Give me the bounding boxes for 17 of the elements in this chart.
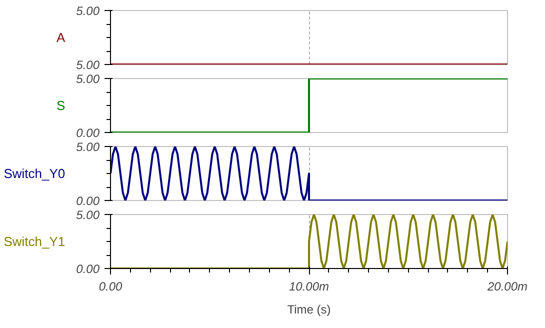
y-axis-title: Switch_Y0 [4,166,66,181]
x-tick-label: 20.00m [486,280,528,294]
y-tick-label: 5.00 [76,140,100,154]
x-tick-label: 0.00 [98,280,123,294]
y-tick-label: 5.00 [76,4,100,18]
line-series [110,146,508,200]
x-tick-label: 10.00m [288,280,330,294]
y-tick-label: 0.00 [76,126,100,140]
y-tick-label: 0.00 [76,194,100,208]
y-tick-label: 5.00 [76,208,100,222]
y-tick-label: 0.00 [76,262,100,276]
y-axis-title: A [56,30,66,45]
y-tick-label: 5.00 [76,58,100,72]
y-tick-label: 5.00 [76,72,100,86]
x-axis-title: Time (s) [287,302,331,316]
y-axis-title: S [56,98,66,113]
y-axis-title: Switch_Y1 [4,234,66,249]
